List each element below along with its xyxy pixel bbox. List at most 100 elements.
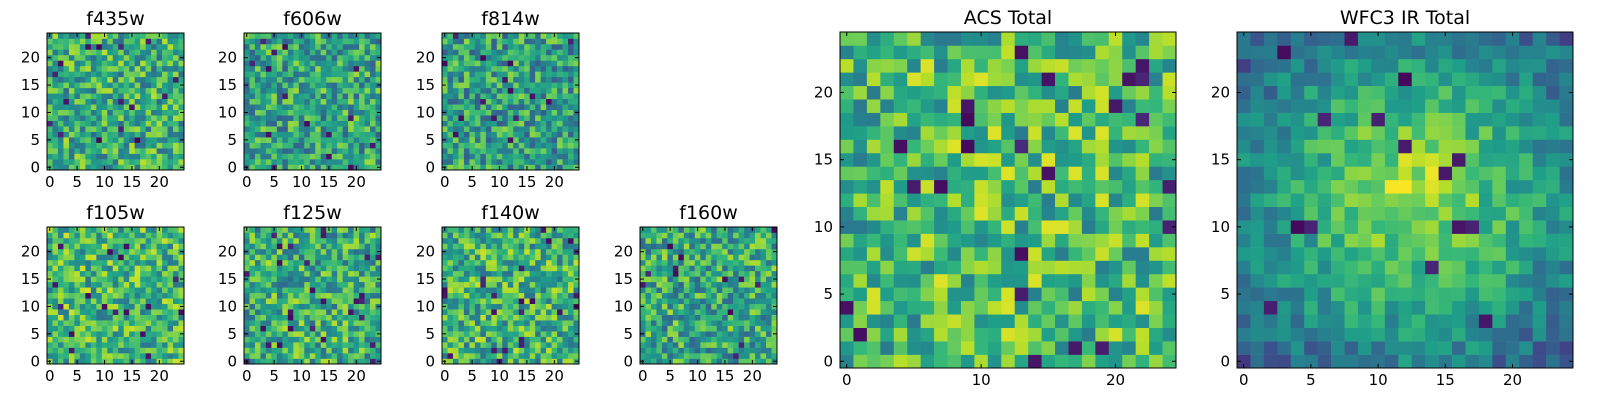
heatmap-cell <box>485 232 492 239</box>
heatmap-cell <box>151 325 157 332</box>
heatmap-cell <box>711 237 718 244</box>
heatmap-cell <box>727 276 734 283</box>
heatmap-cell <box>375 87 382 94</box>
heatmap-cell <box>276 265 283 272</box>
heatmap-cell <box>722 331 728 337</box>
heatmap-cell <box>540 131 547 138</box>
heatmap-cell <box>452 227 459 233</box>
heatmap-cell <box>265 281 272 288</box>
heatmap-cell <box>557 93 563 100</box>
heatmap-cell <box>304 54 311 61</box>
heatmap-cell <box>524 54 530 61</box>
heatmap-cell <box>173 71 179 78</box>
heatmap-cell <box>112 265 119 272</box>
heatmap-cell <box>96 104 103 111</box>
heatmap-cell <box>463 38 470 45</box>
heatmap-cell <box>458 243 465 250</box>
heatmap-cell <box>178 232 185 239</box>
heatmap-cell <box>535 281 541 288</box>
heatmap-cell <box>1122 206 1136 221</box>
heatmap-cell <box>123 164 130 171</box>
heatmap-cell <box>52 270 59 277</box>
heatmap-cell <box>480 287 487 294</box>
heatmap-cell <box>140 33 146 39</box>
heatmap-cell <box>716 232 723 239</box>
heatmap-cell <box>893 233 908 248</box>
heatmap-cell <box>315 353 322 359</box>
heatmap-cell <box>760 237 767 244</box>
heatmap-cell <box>766 292 772 299</box>
heatmap-cell <box>370 227 376 233</box>
heatmap-cell <box>458 331 465 337</box>
heatmap-cell <box>156 292 163 299</box>
heatmap-cell <box>156 76 163 83</box>
heatmap-cell <box>145 126 152 132</box>
heatmap-cell <box>337 309 343 315</box>
heatmap-cell <box>749 270 756 277</box>
heatmap-cell <box>480 49 487 56</box>
heatmap-cell <box>375 142 382 149</box>
heatmap-cell <box>47 243 53 250</box>
heatmap-cell <box>694 331 701 337</box>
heatmap-cell <box>57 159 64 165</box>
heatmap-cell <box>557 153 563 160</box>
heatmap-cell <box>271 76 278 83</box>
heatmap-cell <box>151 227 157 233</box>
heatmap-cell <box>331 320 338 326</box>
heatmap-cell <box>463 65 470 72</box>
heatmap-cell <box>733 265 739 272</box>
heatmap-cell <box>749 243 756 250</box>
heatmap-cell <box>1014 327 1029 342</box>
y-tick-label: 15 <box>416 270 435 288</box>
heatmap-cell <box>326 353 332 359</box>
heatmap-cell <box>287 109 294 116</box>
heatmap-cell <box>1055 206 1069 221</box>
heatmap-cell <box>562 232 569 239</box>
heatmap-cell <box>265 243 272 250</box>
heatmap-cell <box>920 300 935 315</box>
heatmap-cell <box>140 358 146 365</box>
heatmap-cell <box>727 320 734 326</box>
heatmap-cell <box>722 325 728 332</box>
heatmap-cell <box>469 287 476 294</box>
heatmap-cell <box>1149 233 1163 248</box>
heatmap-cell <box>705 314 712 321</box>
heatmap-cell <box>893 179 908 194</box>
heatmap-cell <box>375 159 382 165</box>
heatmap-cell <box>485 159 492 165</box>
heatmap-cell <box>244 71 250 78</box>
heatmap-cell <box>568 347 574 354</box>
heatmap-cell <box>265 76 272 83</box>
heatmap-cell <box>656 270 663 277</box>
heatmap-cell <box>760 287 767 294</box>
heatmap-cell <box>156 120 163 127</box>
heatmap-cell <box>90 76 97 83</box>
heatmap-cell <box>442 270 448 277</box>
heatmap-cell <box>249 353 256 359</box>
heatmap-cell <box>540 342 547 348</box>
heatmap-cell <box>118 243 125 250</box>
heatmap-cell <box>452 314 459 321</box>
heatmap-cell <box>63 43 70 50</box>
heatmap-cell <box>309 38 316 45</box>
heatmap-cell <box>524 270 530 277</box>
x-tick-label: 20 <box>545 173 564 191</box>
heatmap-cell <box>442 153 448 160</box>
heatmap-cell <box>298 303 305 310</box>
heatmap-cell <box>661 237 668 244</box>
heatmap-cell <box>744 276 750 283</box>
heatmap-cell <box>513 98 520 105</box>
heatmap-cell <box>74 120 81 127</box>
heatmap-cell <box>529 137 536 143</box>
heatmap-cell <box>733 331 739 337</box>
heatmap-cell <box>101 109 108 116</box>
heatmap-cell <box>893 287 908 302</box>
heatmap-cell <box>694 353 701 359</box>
x-tick-label: 20 <box>150 367 169 385</box>
heatmap-cell <box>337 142 343 149</box>
heatmap-cell <box>469 303 476 310</box>
heatmap-cell <box>178 43 185 50</box>
heatmap-cell <box>96 115 103 121</box>
heatmap-cell <box>282 33 289 39</box>
heatmap-cell <box>342 331 349 337</box>
